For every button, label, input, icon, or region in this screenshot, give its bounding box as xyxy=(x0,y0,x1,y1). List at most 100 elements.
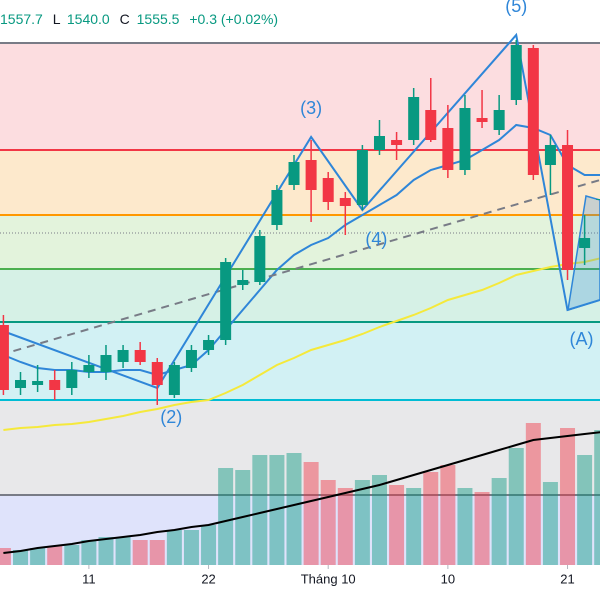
candle-body xyxy=(220,262,232,340)
volume-bar xyxy=(201,525,217,565)
fib-band xyxy=(0,215,600,269)
volume-bar xyxy=(577,455,593,565)
header-label: L xyxy=(53,11,61,27)
candle-body xyxy=(442,128,454,170)
x-tick-label: Tháng 10 xyxy=(301,571,356,586)
volume-bar xyxy=(132,540,148,565)
volume-bar xyxy=(47,546,63,565)
volume-ma xyxy=(3,431,600,554)
candle-body xyxy=(49,380,61,390)
wave-label: (3) xyxy=(300,98,322,118)
fib-band xyxy=(0,495,600,565)
candle-body xyxy=(254,236,266,282)
candle-body xyxy=(322,178,334,202)
candle-body xyxy=(203,340,215,350)
candle-body xyxy=(0,325,9,390)
volume-bar xyxy=(337,488,353,565)
x-tick-label: 10 xyxy=(441,571,455,586)
candle-body xyxy=(596,199,600,200)
candle-body xyxy=(151,362,163,385)
trendline xyxy=(0,179,600,356)
wave-label: (4) xyxy=(365,229,387,249)
candle-body xyxy=(510,45,522,100)
wave-label: (A) xyxy=(570,329,594,349)
volume-bar xyxy=(0,548,11,565)
candle-body xyxy=(356,150,368,205)
volume-bar xyxy=(389,485,405,565)
fib-band xyxy=(0,269,600,322)
candle-body xyxy=(237,280,249,285)
volume-bar xyxy=(440,465,456,565)
candle-body xyxy=(562,145,574,270)
header-close: 1555.5 xyxy=(137,11,180,27)
candle-body xyxy=(476,118,488,122)
volume-bar xyxy=(542,482,558,565)
candle-body xyxy=(459,108,471,170)
candle-body xyxy=(408,97,420,140)
fib-band xyxy=(0,322,600,400)
volume-bar xyxy=(594,430,600,565)
volume-bar xyxy=(286,453,302,565)
candle-body xyxy=(15,380,27,388)
volume-bar xyxy=(98,537,114,565)
candle-body xyxy=(134,350,146,362)
ohlc-header: 1557.7 L 1540.0 C 1555.5 +0.3 (+0.02%) xyxy=(0,11,278,27)
volume-bar xyxy=(525,423,541,565)
volume-bar xyxy=(423,472,439,565)
header-change: +0.3 (+0.02%) xyxy=(189,11,278,27)
candle-body xyxy=(373,136,385,150)
volume-bar xyxy=(457,488,473,565)
volume-bar xyxy=(149,540,165,565)
candle-body xyxy=(271,190,283,225)
volume-bar xyxy=(371,475,387,565)
header-high: 1557.7 xyxy=(0,11,43,27)
x-tick-label: 11 xyxy=(82,571,96,586)
candle-body xyxy=(32,381,44,385)
candle-body xyxy=(339,198,351,206)
candle-body xyxy=(288,162,300,185)
volume-bar xyxy=(406,488,422,565)
volume-bar xyxy=(218,468,234,565)
volume-bar xyxy=(81,540,97,565)
volume-bar xyxy=(354,480,370,565)
candle-body xyxy=(66,370,78,388)
volume-bar xyxy=(252,455,268,565)
time-axis: 11 22 Tháng 10 10 21 xyxy=(82,565,575,586)
candle-body xyxy=(185,350,197,368)
candle-body xyxy=(117,350,129,362)
candle-body xyxy=(305,160,317,190)
candle-body xyxy=(527,48,539,175)
fib-band xyxy=(0,400,600,495)
candle-body xyxy=(493,110,505,130)
candle-body xyxy=(425,110,437,140)
volume-bar xyxy=(13,550,29,565)
candle-body xyxy=(579,238,591,248)
header-label: C xyxy=(120,11,130,27)
candle-body xyxy=(168,365,180,395)
x-tick-label: 22 xyxy=(201,571,215,586)
volume-bar xyxy=(303,462,319,565)
volume-bar xyxy=(560,428,576,565)
volume-bar xyxy=(183,530,199,565)
fib-bands xyxy=(0,42,600,565)
candle-body xyxy=(100,355,112,372)
time-axis-bg xyxy=(0,565,600,600)
candle-body xyxy=(544,145,556,165)
fib-band xyxy=(0,43,600,150)
volume-pane xyxy=(0,423,600,565)
volume-bar xyxy=(166,530,182,565)
volume-bar xyxy=(474,492,490,565)
wave-label: (5) xyxy=(505,0,527,16)
candle-body xyxy=(391,140,403,145)
volume-bar xyxy=(320,480,336,565)
wave-label: (2) xyxy=(160,407,182,427)
candles xyxy=(0,40,600,405)
moving-average xyxy=(3,257,600,431)
volume-bar xyxy=(508,448,524,565)
labels: (2) (3) (4) (5) (A) xyxy=(160,0,593,427)
x-tick-label: 21 xyxy=(560,571,574,586)
fib-band xyxy=(0,150,600,215)
header-low: 1540.0 xyxy=(67,11,110,27)
volume-bar xyxy=(115,537,131,565)
